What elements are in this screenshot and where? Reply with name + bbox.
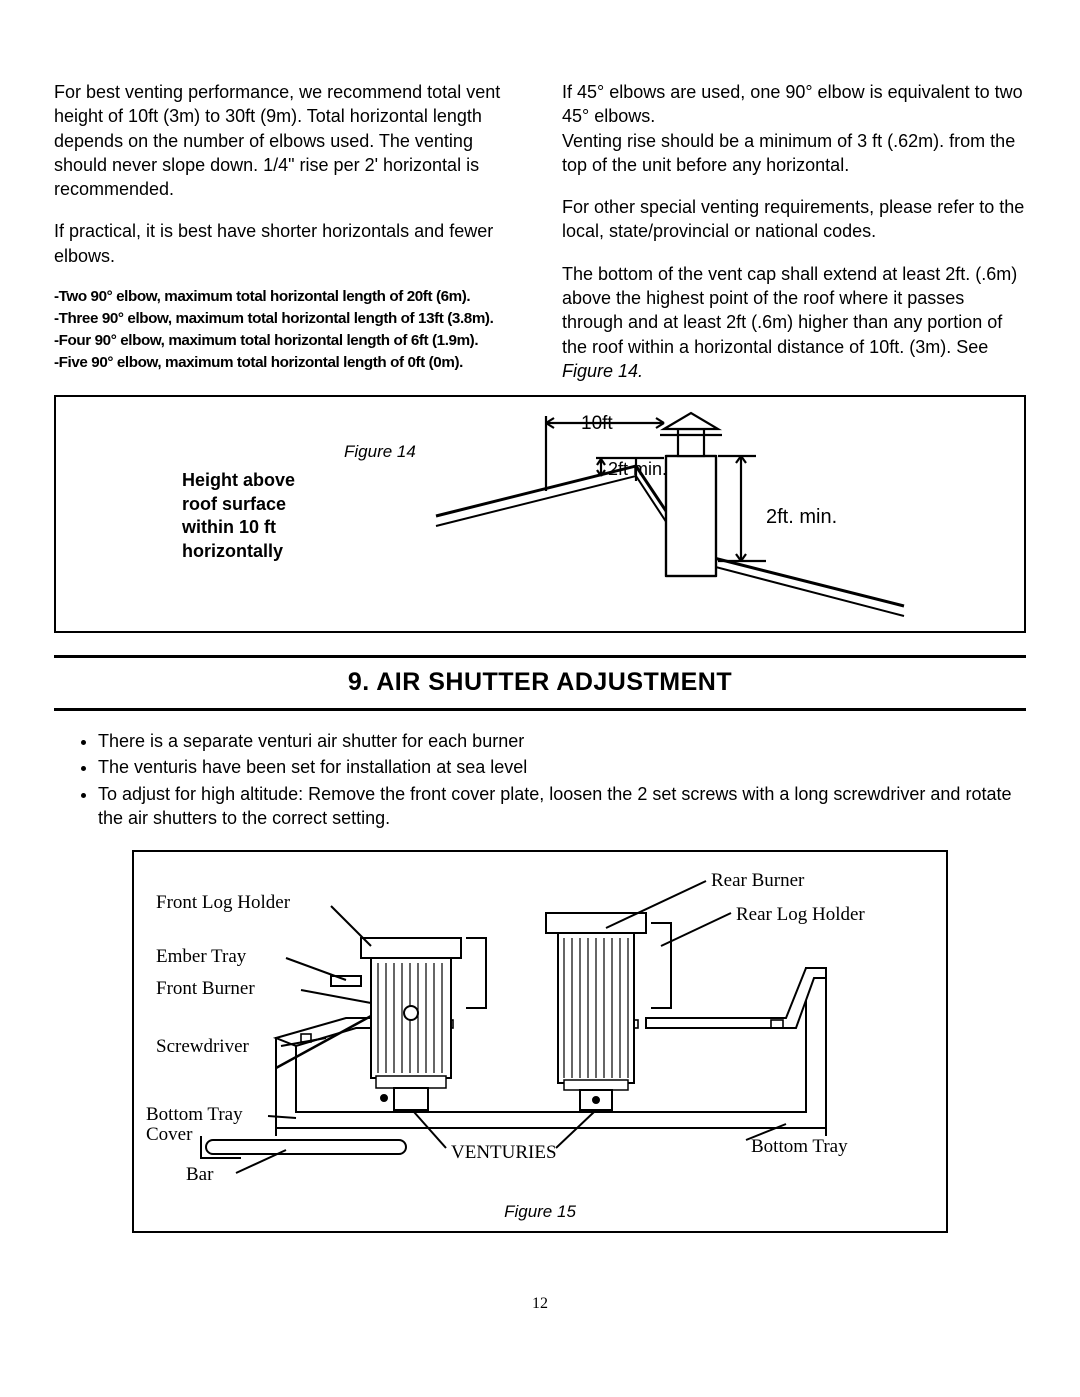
lbl-screwdriver: Screwdriver [156,1036,250,1057]
lbl-bottom-tray: Bottom Tray [751,1136,848,1157]
lbl-front-log-holder: Front Log Holder [156,892,291,913]
right-para-1: If 45° elbows are used, one 90° elbow is… [562,80,1026,129]
bullet-1: There is a separate venturi air shutter … [98,729,1026,753]
lbl-rear-burner: Rear Burner [711,870,805,891]
dim-10ft: 10ft [581,413,613,434]
figure-15-label: Figure 15 [146,1201,934,1224]
lbl-cover: Cover [146,1124,193,1145]
bullet-2: The venturis have been set for installat… [98,755,1026,779]
figure-15-box: Front Log Holder Ember Tray Front Burner… [132,850,948,1233]
lbl-ember-tray: Ember Tray [156,946,247,967]
right-para-3: For other special venting requirements, … [562,195,1026,244]
lbl-bar: Bar [186,1164,214,1185]
elbow-rule-3: -Four 90° elbow, maximum total horizonta… [54,330,518,352]
figure-14-caption: Height above roof surface within 10 ft h… [72,469,312,563]
right-column: If 45° elbows are used, one 90° elbow is… [562,80,1026,383]
bullet-3: To adjust for high altitude: Remove the … [98,782,1026,831]
elbow-rule-1: -Two 90° elbow, maximum total horizontal… [54,286,518,308]
two-column-text: For best venting performance, we recomme… [54,80,1026,383]
lbl-rear-log-holder: Rear Log Holder [736,904,865,925]
elbow-rules: -Two 90° elbow, maximum total horizontal… [54,286,518,374]
left-para-1: For best venting performance, we recomme… [54,80,518,201]
lbl-venturies: VENTURIES [451,1142,557,1163]
lbl-bottom-tray-cov: Bottom Tray [146,1104,243,1125]
left-column: For best venting performance, we recomme… [54,80,518,383]
right-para-4: The bottom of the vent cap shall extend … [562,262,1026,383]
dim-2ft-min-a: 2ft min. [608,459,667,479]
section-heading: 9. AIR SHUTTER ADJUSTMENT [54,655,1026,711]
page-number: 12 [54,1293,1026,1315]
dim-2ft-min-b: 2ft. min. [766,506,837,528]
figure-15-diagram: Front Log Holder Ember Tray Front Burner… [146,868,936,1188]
figure-14-label: Figure 14 [344,441,416,464]
elbow-rule-2: -Three 90° elbow, maximum total horizont… [54,308,518,330]
bullet-list: There is a separate venturi air shutter … [54,729,1026,830]
right-para-2: Venting rise should be a minimum of 3 ft… [562,129,1026,178]
lbl-front-burner: Front Burner [156,978,255,999]
figure-14-diagram: 10ft 2ft min. 2ft. min. [426,411,906,621]
elbow-rule-4: -Five 90° elbow, maximum total horizonta… [54,352,518,374]
figure-14-box: Height above roof surface within 10 ft h… [54,395,1026,633]
left-para-2: If practical, it is best have shorter ho… [54,219,518,268]
